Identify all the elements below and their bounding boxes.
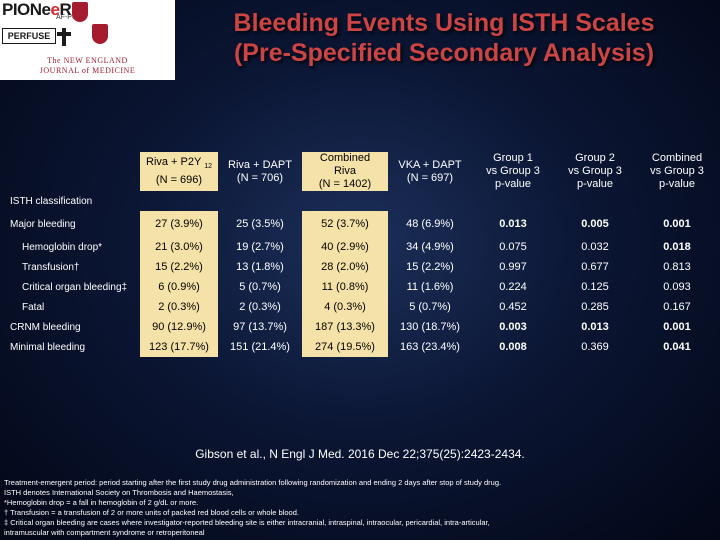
cross-icon — [57, 28, 71, 46]
logo-area: PIONeeR AF-PCI PERFUSE The NEW ENGLAND J… — [0, 0, 175, 80]
footnote: † Transfusion = a transfusion of 2 or mo… — [4, 508, 299, 517]
col-header-group2-p: Group 2 vs Group 3 p-value — [568, 152, 622, 190]
col-header-combined-p: Combined vs Group 3 p-value — [650, 152, 704, 190]
title-line-2: (Pre-Specified Secondary Analysis) — [233, 39, 655, 67]
footnote: *Hemoglobin drop = a fall in hemoglobin … — [4, 498, 199, 507]
section-row-isth: ISTH classification — [10, 191, 718, 211]
citation: Gibson et al., N Engl J Med. 2016 Dec 22… — [195, 447, 525, 461]
col-header-riva-p2y12: Riva + P2Y 12 (N = 696) — [140, 152, 218, 191]
table-row: CRNM bleeding 90 (12.9%) 97 (13.7%) 187 … — [10, 317, 718, 337]
col-header-vka-dapt: VKA + DAPT (N = 697) — [398, 158, 462, 184]
footnote: ‡ Critical organ bleeding are cases wher… — [4, 518, 490, 527]
footnote: Treatment-emergent period: period starti… — [4, 478, 502, 487]
pioneer-logo: PIONeeR — [2, 0, 72, 19]
perfuse-logo: PERFUSE — [2, 28, 56, 44]
col-header-riva-dapt: Riva + DAPT (N = 706) — [228, 158, 292, 184]
table-row: Hemoglobin drop* 21 (3.0%) 19 (2.7%) 40 … — [10, 237, 718, 257]
section-label: ISTH classification — [10, 195, 93, 207]
slide-title: Bleeding Events Using ISTH Scales (Pre-S… — [168, 8, 720, 68]
table-row: Fatal 2 (0.3%) 2 (0.3%) 4 (0.3%) 5 (0.7%… — [10, 297, 718, 317]
table-header-row: Riva + P2Y 12 (N = 696) Riva + DAPT (N = 7… — [10, 152, 718, 191]
col-header-group1-p: Group 1 vs Group 3 p-value — [486, 152, 540, 190]
bleeding-events-table: Riva + P2Y 12 (N = 696) Riva + DAPT (N = 7… — [10, 152, 718, 357]
col-header-combined-riva: Combined Riva (N = 1402) — [302, 152, 388, 191]
hms-shield-icon — [92, 24, 108, 44]
table-row: Critical organ bleeding‡ 6 (0.9%) 5 (0.7… — [10, 277, 718, 297]
harvard-shield-icon — [72, 2, 88, 22]
footnotes: Treatment-emergent period: period starti… — [4, 478, 716, 538]
nejm-logo: The NEW ENGLAND JOURNAL of MEDICINE — [39, 56, 136, 75]
pioneer-sub-label: AF-PCI — [56, 14, 79, 21]
table-row: Major bleeding 27 (3.9%) 25 (3.5%) 52 (3… — [10, 211, 718, 237]
table-row: Transfusion† 15 (2.2%) 13 (1.8%) 28 (2.0… — [10, 257, 718, 277]
footnote: ISTH denotes International Society on Th… — [4, 488, 234, 497]
footnote: intramuscular with compartment syndrome … — [4, 528, 205, 537]
table-row: Minimal bleeding 123 (17.7%) 151 (21.4%)… — [10, 337, 718, 357]
title-line-1: Bleeding Events Using ISTH Scales — [233, 9, 655, 37]
